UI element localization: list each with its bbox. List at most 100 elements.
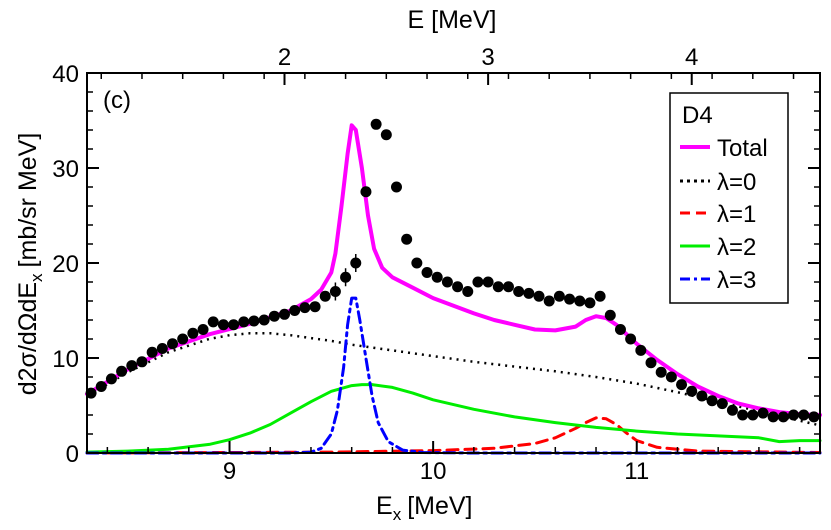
data-point: [126, 360, 138, 372]
data-point: [574, 295, 586, 307]
y-axis-title: d2σ/dΩdEx [mb/sr MeV]: [14, 133, 46, 396]
legend: D4 Total λ=0 λ=1 λ=2 λ=3: [669, 92, 789, 304]
data-point: [380, 129, 392, 141]
data-point: [217, 319, 229, 331]
data-point: [645, 357, 657, 369]
data-point: [350, 257, 362, 269]
ticks-layer: 9 10 11 0 10 20 30 40 2 3 4: [52, 44, 820, 485]
y-tick-label: 10: [52, 346, 79, 373]
data-point: [726, 404, 738, 416]
data-point: [248, 315, 260, 327]
y-axis-title-units: [mb/sr MeV]: [14, 133, 42, 268]
x-axis-title-main: E: [376, 492, 393, 520]
data-point: [289, 305, 301, 316]
data-point: [319, 290, 331, 302]
data-point: [543, 295, 555, 307]
data-point: [564, 293, 576, 305]
data-point: [482, 276, 494, 288]
data-point: [401, 233, 413, 245]
x-axis-title-sub: x: [393, 505, 402, 524]
y-tick-label: 30: [52, 156, 79, 183]
data-point: [136, 356, 148, 368]
data-point: [105, 373, 117, 385]
data-point: [299, 302, 311, 314]
y-axis-title-main: d2σ/dΩdE: [14, 282, 42, 395]
x-tick-label: 10: [420, 458, 447, 485]
data-point: [390, 181, 402, 193]
legend-label-lambda2: λ=2: [717, 234, 756, 261]
y-tick-label: 40: [52, 61, 79, 88]
legend-title: D4: [682, 102, 713, 129]
x-axis-title-units: [MeV]: [407, 492, 472, 520]
data-point: [197, 324, 209, 335]
data-point: [757, 407, 769, 419]
data-points-layer: [85, 118, 820, 423]
data-point: [594, 290, 606, 302]
legend-label-lambda0: λ=0: [717, 169, 756, 196]
data-point: [258, 314, 270, 326]
series-line-λ=2: [85, 383, 822, 454]
data-point: [268, 310, 280, 322]
series-layer: [85, 123, 822, 455]
data-point: [238, 316, 250, 328]
y-tick-label: 20: [52, 251, 79, 278]
data-point: [767, 411, 779, 423]
data-point: [635, 344, 647, 356]
data-point: [604, 309, 616, 321]
series-line-λ=1: [85, 416, 822, 455]
data-point: [614, 324, 626, 335]
data-point: [207, 316, 219, 328]
data-point: [95, 381, 107, 392]
y-axis-title-sub: x: [27, 273, 46, 282]
top-tick-label: 4: [685, 44, 698, 71]
data-point: [747, 409, 759, 421]
data-point: [625, 333, 637, 345]
data-point: [553, 290, 565, 302]
data-point: [777, 411, 789, 423]
data-point: [523, 287, 535, 299]
data-point: [533, 290, 545, 302]
data-point: [431, 271, 443, 283]
data-point: [116, 365, 128, 377]
data-point: [411, 257, 423, 269]
data-point: [156, 343, 168, 354]
x-tick-label: 11: [624, 458, 649, 485]
series-line-λ=3: [85, 296, 822, 455]
data-point: [228, 319, 240, 331]
data-point: [788, 409, 800, 421]
top-axis-title: E [MeV]: [408, 6, 497, 34]
data-point: [502, 281, 514, 293]
data-point: [452, 281, 464, 293]
panel-label: (c): [103, 87, 131, 114]
data-point: [706, 395, 718, 407]
x-tick-label: 9: [223, 458, 236, 485]
top-tick-label: 2: [278, 44, 291, 71]
data-point: [187, 327, 199, 339]
data-point: [584, 297, 596, 309]
data-point: [686, 385, 698, 397]
data-point: [309, 301, 321, 313]
data-point: [340, 271, 352, 283]
data-point: [462, 286, 474, 297]
y-tick-label: 0: [66, 441, 79, 468]
data-point: [655, 366, 667, 378]
data-point: [421, 267, 433, 278]
data-point: [716, 398, 728, 410]
legend-label-lambda3: λ=3: [717, 267, 756, 294]
data-point: [441, 276, 453, 288]
data-point: [737, 409, 749, 421]
legend-label-total: Total: [717, 135, 768, 162]
data-point: [177, 333, 189, 345]
legend-box: [669, 92, 789, 304]
data-point: [798, 409, 810, 421]
data-point: [696, 390, 708, 402]
data-point: [513, 286, 525, 297]
data-point: [665, 371, 677, 383]
data-point: [492, 281, 504, 293]
data-point: [472, 276, 484, 288]
data-point: [360, 186, 372, 198]
data-point: [146, 346, 158, 358]
data-point: [279, 308, 291, 320]
data-point: [808, 411, 820, 423]
